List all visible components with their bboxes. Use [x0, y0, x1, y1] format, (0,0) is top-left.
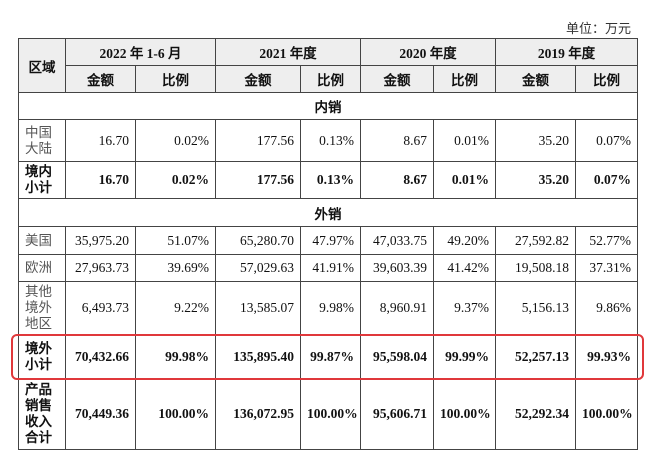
table-row: 美国 35,975.20 51.07% 65,280.70 47.97% 47,033.7… — [18, 226, 638, 255]
cell: 5,156.13 — [495, 281, 576, 335]
sub-header: 比例 — [300, 65, 361, 93]
table-row: 境内小计 16.70 0.02% 177.56 0.13% 8.67 0.01% 35.20 0… — [18, 161, 638, 199]
cell: 65,280.70 — [215, 226, 301, 255]
cell: 41.42% — [433, 254, 496, 282]
cell: 52,257.13 — [495, 334, 576, 379]
cell: 100.00% — [433, 378, 496, 450]
row-label: 境外小计 — [18, 334, 66, 379]
table-row: 外销 — [18, 198, 638, 227]
cell: 35,975.20 — [65, 226, 136, 255]
section-row: 内销 — [18, 92, 638, 120]
cell: 177.56 — [215, 161, 301, 199]
cell: 9.98% — [300, 281, 361, 335]
cell: 41.91% — [300, 254, 361, 282]
cell: 27,592.82 — [495, 226, 576, 255]
cell: 9.37% — [433, 281, 496, 335]
cell: 16.70 — [65, 161, 136, 199]
row-label: 欧洲 — [18, 254, 66, 282]
cell: 27,963.73 — [65, 254, 136, 282]
table-row: 其他境外地区 6,493.73 9.22% 13,585.07 9.98% 8,960.9… — [18, 281, 638, 335]
cell: 135,895.40 — [215, 334, 301, 379]
cell: 177.56 — [215, 119, 301, 162]
cell: 0.01% — [433, 161, 496, 199]
cell: 47.97% — [300, 226, 361, 255]
cell: 9.86% — [575, 281, 638, 335]
period-header: 2020 年度 — [360, 38, 496, 66]
cell: 99.93% — [575, 334, 638, 379]
cell: 9.22% — [135, 281, 216, 335]
sub-header: 金额 — [495, 65, 576, 93]
cell: 37.31% — [575, 254, 638, 282]
cell: 99.87% — [300, 334, 361, 379]
cell: 95,606.71 — [360, 378, 434, 450]
period-header: 2021 年度 — [215, 38, 361, 66]
cell: 47,033.75 — [360, 226, 434, 255]
cell: 0.01% — [433, 119, 496, 162]
table-body: 内销 中国大陆 16.70 0.02% 177.56 0.13% 8.67 0.01% 35.2… — [18, 92, 638, 450]
unit-label: 单位：万元 — [565, 21, 631, 36]
row-label: 其他境外地区 — [18, 281, 66, 335]
period-header: 2022 年 1-6 月 — [65, 38, 216, 66]
table-row: 产品销售收入合计 70,449.36 100.00% 136,072.95 100.00… — [18, 378, 638, 450]
cell: 35.20 — [495, 161, 576, 199]
cell: 35.20 — [495, 119, 576, 162]
cell: 51.07% — [135, 226, 216, 255]
row-label: 境内小计 — [18, 161, 66, 199]
cell: 0.13% — [300, 119, 361, 162]
row-label: 产品销售收入合计 — [18, 378, 66, 450]
cell: 49.20% — [433, 226, 496, 255]
table-row: 中国大陆 16.70 0.02% 177.56 0.13% 8.67 0.01% 35.20 0… — [18, 119, 638, 162]
cell: 39.69% — [135, 254, 216, 282]
cell: 136,072.95 — [215, 378, 301, 450]
cell: 70,449.36 — [65, 378, 136, 450]
sub-header: 金额 — [215, 65, 301, 93]
sales-table: 区域 2022 年 1-6 月 2021 年度 2020 年度 2019 年度 金额 比例… — [18, 38, 638, 450]
cell: 52,292.34 — [495, 378, 576, 450]
sub-header: 比例 — [135, 65, 216, 93]
table-row: 内销 — [18, 92, 638, 120]
table-row: 境外小计 70,432.66 99.98% 135,895.40 99.87% 95,59… — [18, 334, 638, 379]
cell: 8.67 — [360, 119, 434, 162]
cell: 0.07% — [575, 119, 638, 162]
cell: 99.98% — [135, 334, 216, 379]
cell: 8,960.91 — [360, 281, 434, 335]
table-row: 欧洲 27,963.73 39.69% 57,029.63 41.91% 39,603.3… — [18, 254, 638, 282]
cell: 0.02% — [135, 161, 216, 199]
cell: 100.00% — [575, 378, 638, 450]
cell: 16.70 — [65, 119, 136, 162]
cell: 0.13% — [300, 161, 361, 199]
sub-header: 金额 — [360, 65, 434, 93]
cell: 70,432.66 — [65, 334, 136, 379]
cell: 100.00% — [300, 378, 361, 450]
period-header: 2019 年度 — [495, 38, 638, 66]
row-label: 美国 — [18, 226, 66, 255]
cell: 0.02% — [135, 119, 216, 162]
cell: 39,603.39 — [360, 254, 434, 282]
row-label: 中国大陆 — [18, 119, 66, 162]
sub-header: 金额 — [65, 65, 136, 93]
cell: 13,585.07 — [215, 281, 301, 335]
cell: 0.07% — [575, 161, 638, 199]
cell: 8.67 — [360, 161, 434, 199]
cell: 57,029.63 — [215, 254, 301, 282]
cell: 52.77% — [575, 226, 638, 255]
cell: 99.99% — [433, 334, 496, 379]
sub-header: 比例 — [575, 65, 638, 93]
cell: 19,508.18 — [495, 254, 576, 282]
cell: 100.00% — [135, 378, 216, 450]
table-header: 区域 2022 年 1-6 月 2021 年度 2020 年度 2019 年度 金额 比例… — [18, 38, 638, 93]
section-row: 外销 — [18, 198, 638, 227]
sub-header: 比例 — [433, 65, 496, 93]
cell: 6,493.73 — [65, 281, 136, 335]
cell: 95,598.04 — [360, 334, 434, 379]
region-header: 区域 — [18, 38, 66, 93]
